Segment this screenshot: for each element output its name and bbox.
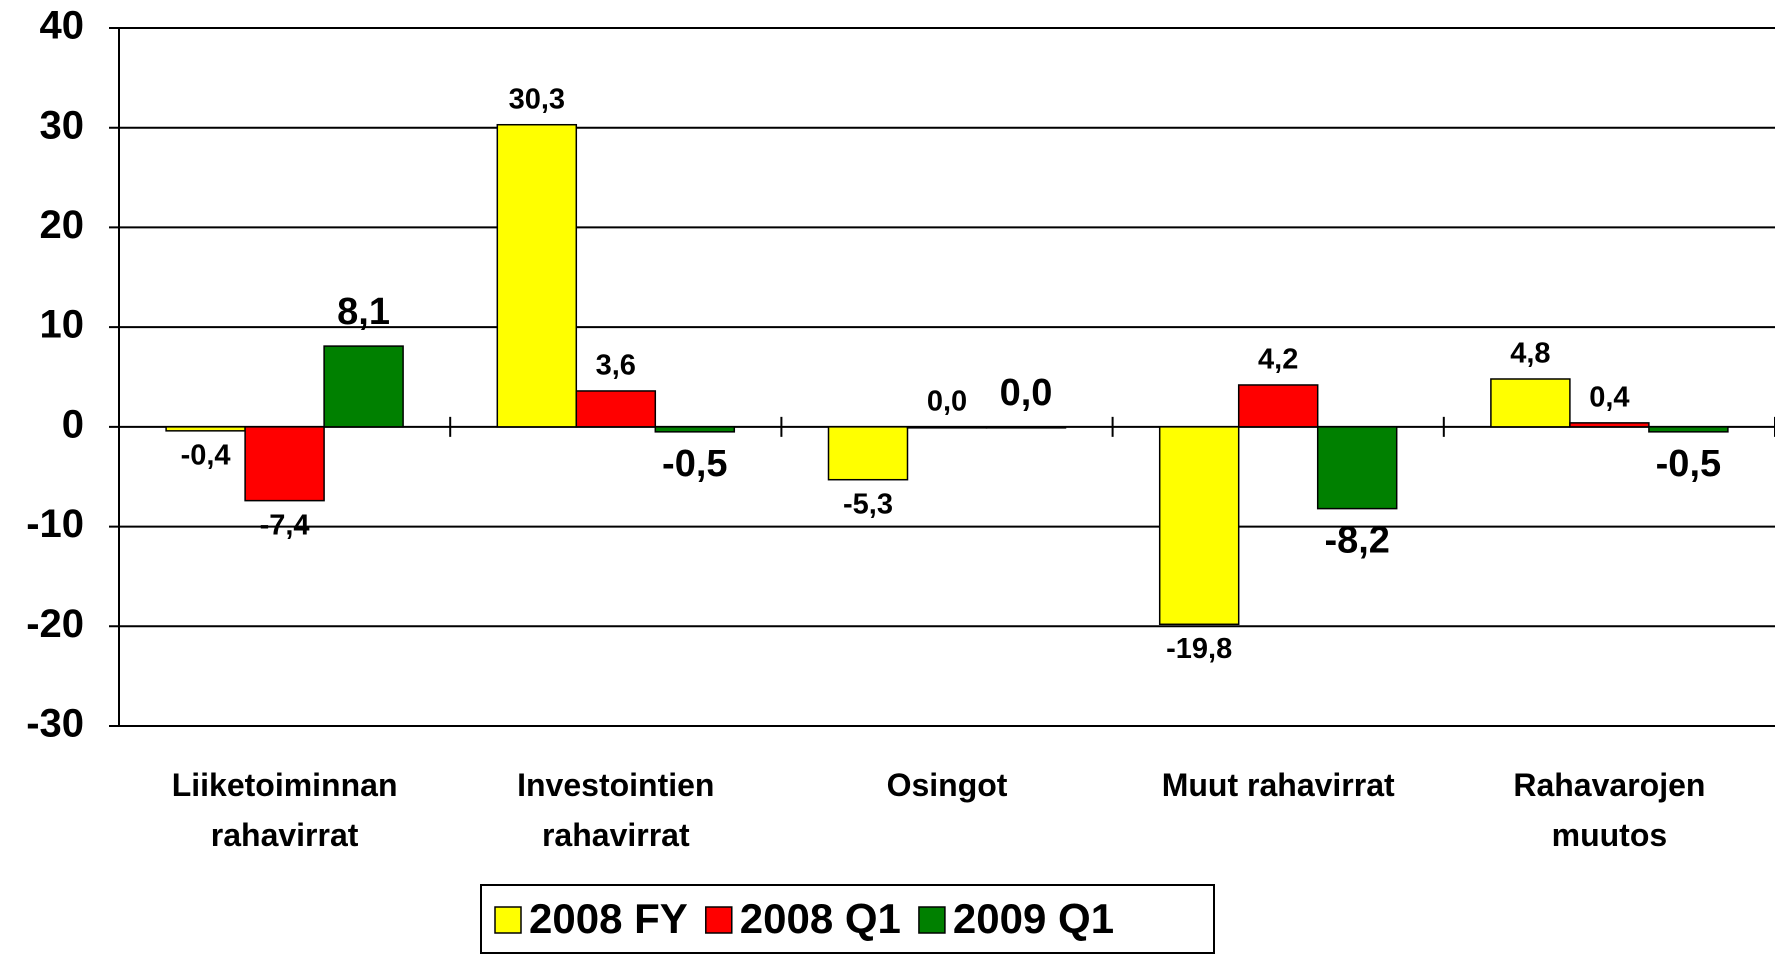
y-tick-label: -20 [26,602,84,646]
y-tick-label: 30 [40,103,85,147]
bar [1649,427,1728,432]
legend-label: 2009 Q1 [953,895,1114,942]
data-label: 4,8 [1510,338,1550,370]
bar [987,427,1066,428]
bar [1491,379,1570,427]
bar [245,427,324,501]
data-label: -0,5 [662,443,727,485]
x-tick-label: Rahavarojen muutos [1449,760,1769,860]
bar [166,427,245,431]
data-label: 4,2 [1258,344,1298,376]
bar [324,346,403,427]
data-label: 0,0 [1000,372,1053,414]
legend-swatch [495,907,521,933]
y-tick-label: 40 [40,4,85,48]
bar [1239,385,1318,427]
legend-label: 2008 FY [529,895,688,942]
data-label: 3,6 [596,350,636,382]
chart: -30 -20 -10 0 10 20 30 40 -0,4 -7,4 8,1 30,3 3,6 -0,5… [0,0,1775,955]
data-label: -7,4 [260,509,310,541]
legend-swatch [706,907,732,933]
y-tick-label: 0 [62,402,84,446]
data-label: 0,4 [1589,382,1629,414]
data-label: -0,4 [181,440,231,472]
data-label: 30,3 [509,83,565,115]
data-label: -8,2 [1324,520,1389,562]
bar [497,125,576,427]
legend-swatch [919,907,945,933]
data-label: -0,5 [1656,443,1721,485]
x-tick-label: Osingot [787,760,1107,810]
bar [829,427,908,480]
data-label: 0,0 [927,386,967,418]
x-tick-label: Muut rahavirrat [1118,760,1438,810]
legend-label: 2008 Q1 [740,895,901,942]
bar [1570,423,1649,427]
data-label: 8,1 [337,291,390,333]
x-tick-label: Liiketoiminnan rahavirrat [125,760,445,860]
bar [1160,427,1239,624]
bar [1318,427,1397,509]
y-tick-label: -30 [26,702,84,746]
bar [908,427,987,428]
y-tick-label: -10 [26,502,84,546]
data-label: -5,3 [843,488,893,520]
data-label: -19,8 [1166,633,1232,665]
bar [576,391,655,427]
x-tick-label: Investointien rahavirrat [456,760,776,860]
y-tick-label: 20 [40,203,85,247]
bar [655,427,734,432]
y-tick-label: 10 [40,303,85,347]
